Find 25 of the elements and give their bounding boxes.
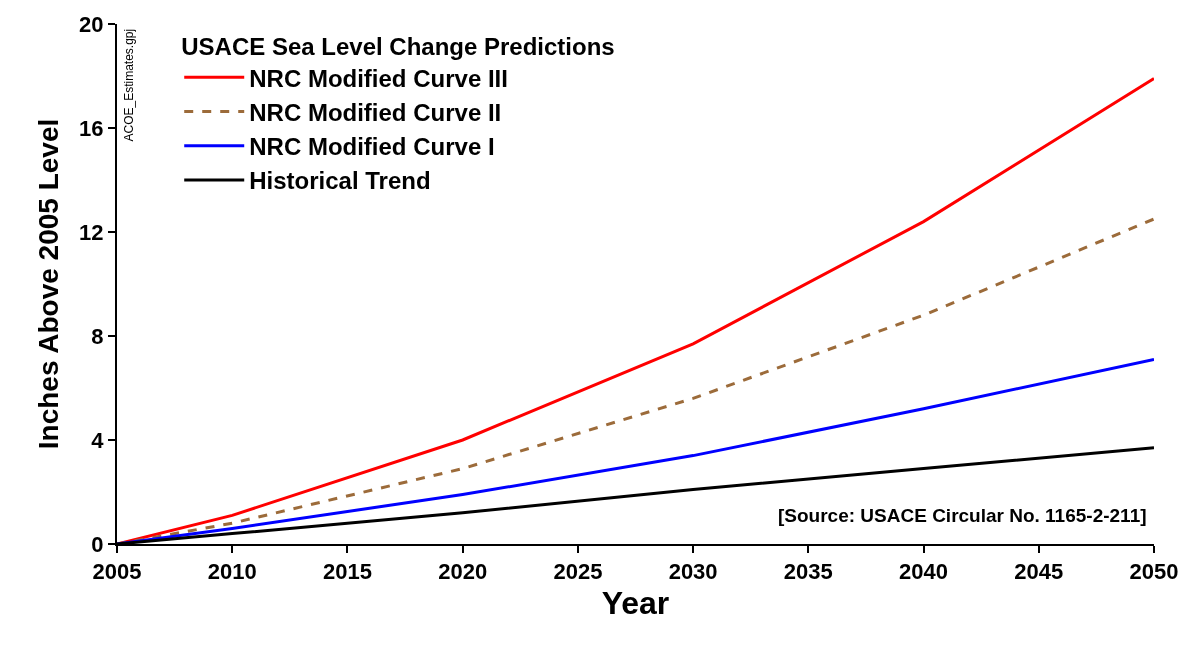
x-tick-label: 2040 <box>899 559 949 585</box>
x-tick-label: 2005 <box>92 559 142 585</box>
x-tick-label: 2050 <box>1129 559 1179 585</box>
y-axis-title: Inches Above 2005 Level <box>33 118 65 450</box>
annotation: [Source: USACE Circular No. 1165-2-211] <box>778 505 1147 526</box>
x-tick-label: 2035 <box>783 559 833 585</box>
y-tick-label: 8 <box>91 323 104 349</box>
x-tick-label: 2020 <box>438 559 488 585</box>
annotation: ACOE_Estimates.gpj <box>122 28 137 142</box>
x-axis-title: Year <box>601 584 670 621</box>
legend-label: NRC Modified Curve I <box>249 133 495 161</box>
y-tick-label: 16 <box>79 115 104 141</box>
x-tick-label: 2025 <box>553 559 603 585</box>
legend-label: NRC Modified Curve II <box>249 98 502 126</box>
x-tick-label: 2015 <box>322 559 372 585</box>
x-tick-label: 2045 <box>1014 559 1064 585</box>
legend-label: NRC Modified Curve III <box>249 64 508 92</box>
y-tick-label: 12 <box>79 219 104 245</box>
x-tick-label: 2030 <box>668 559 718 585</box>
y-tick-label: 4 <box>91 427 105 453</box>
legend-title: USACE Sea Level Change Predictions <box>181 33 615 61</box>
y-tick-label: 20 <box>79 11 104 37</box>
legend-label: Historical Trend <box>249 167 431 195</box>
x-tick-label: 2010 <box>207 559 257 585</box>
y-tick-label: 0 <box>91 531 104 557</box>
